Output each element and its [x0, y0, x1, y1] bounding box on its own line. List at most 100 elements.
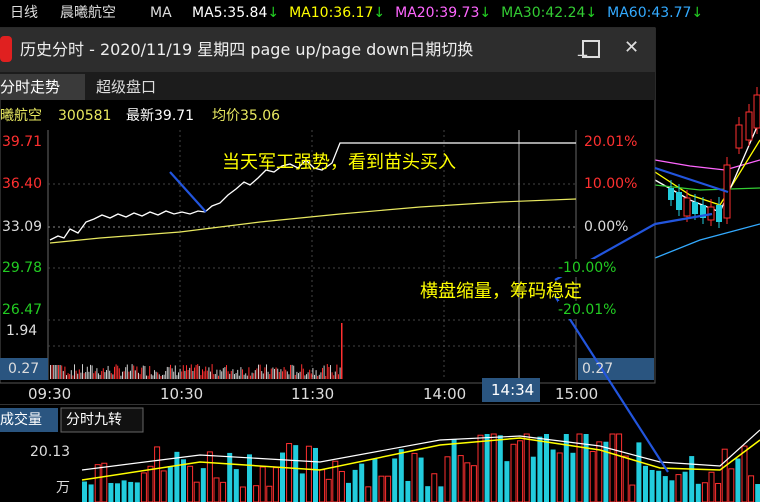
volume-tick [230, 370, 232, 379]
grid [48, 130, 576, 380]
volume-bar [174, 451, 180, 502]
volume-bar [359, 463, 365, 502]
volume-bar [121, 480, 127, 502]
volume-bar [372, 458, 378, 502]
candle [735, 124, 743, 149]
volume-tick [286, 371, 288, 379]
volume-tick [78, 369, 80, 379]
volume-bar [154, 446, 161, 502]
volume-tick [104, 372, 106, 379]
volume-bar [589, 450, 596, 502]
volume-tick [306, 374, 307, 379]
volume-tick [290, 364, 291, 379]
candle [676, 192, 682, 210]
volume-tick [155, 371, 157, 379]
tab[interactable]: 分时走势 [0, 78, 61, 96]
volume-bar [609, 433, 616, 502]
volume-bar [313, 447, 318, 502]
volume-bar [82, 481, 87, 502]
volume-tick [254, 370, 256, 379]
volume-tick [282, 371, 283, 379]
volume-tick [237, 369, 239, 379]
volume-tick [174, 365, 176, 379]
ma-trend: ↓ [691, 5, 704, 21]
volume-tick [181, 371, 183, 379]
volume-tick [333, 375, 335, 379]
volume-bar [675, 474, 682, 502]
volume-tick [101, 371, 103, 379]
volume-bar [220, 481, 227, 502]
info-code: 300581 [58, 108, 112, 124]
volume-tick [227, 371, 229, 379]
volume-tick [197, 364, 199, 379]
period[interactable]: 日线 [10, 5, 38, 21]
volume-tick [110, 373, 112, 379]
volume-tick [283, 367, 285, 379]
volume-bar [392, 458, 398, 502]
volume-tick [114, 366, 115, 379]
volume-tick [86, 366, 88, 379]
candle [683, 197, 691, 217]
volume-bar [239, 486, 246, 502]
price-label: 36.40 [2, 176, 43, 192]
volume-bar [457, 455, 464, 502]
volume-bar [510, 443, 517, 502]
tab[interactable]: 分时九转 [66, 412, 122, 428]
volume-tick [235, 372, 237, 379]
volume-bar [187, 465, 194, 502]
maximize[interactable] [582, 40, 600, 58]
volume-tick [304, 375, 306, 379]
volume-tick [296, 371, 298, 379]
volume-tick [99, 374, 101, 379]
volume-tick [301, 364, 303, 379]
volume-tick [269, 374, 271, 379]
info-latest: 最新39.71 [126, 108, 195, 124]
volume-bar [325, 478, 332, 502]
volume-tick [94, 371, 96, 379]
volume-tick [59, 365, 61, 379]
volume-tick [318, 374, 320, 379]
volume-bar [101, 462, 108, 502]
volume-tick [259, 364, 261, 379]
tab[interactable]: 超级盘口 [96, 78, 157, 96]
volume-tick [331, 372, 333, 379]
volume-tick [128, 371, 130, 379]
volume-tick [338, 374, 339, 379]
ma-trend: ↓ [267, 5, 280, 21]
volume-bar [233, 469, 239, 502]
volume-bar [206, 451, 213, 502]
volume-tick [291, 364, 293, 379]
volume-tick [150, 374, 152, 379]
volume-bar [293, 445, 299, 502]
close[interactable]: ✕ [624, 37, 640, 58]
volume-tick [278, 371, 280, 379]
volume-tick [205, 366, 207, 379]
ma-line [81, 429, 760, 471]
tab[interactable]: 成交量 [0, 412, 42, 428]
volume-bar [385, 475, 392, 502]
volume-tick [221, 371, 223, 379]
volume-tick [69, 374, 71, 379]
volume-tick [238, 375, 240, 379]
volume-tick [131, 364, 133, 379]
volume-bar [88, 484, 94, 502]
volume-bar [643, 465, 648, 502]
volume-tick [219, 369, 221, 379]
volume-tick [91, 365, 93, 379]
volume-bar [405, 480, 411, 502]
volume-tick [234, 374, 235, 379]
volume-label: 0.27 [8, 361, 40, 377]
volume-tick [341, 323, 343, 379]
cursor-time: 14:34 [491, 381, 535, 399]
volume-bar [140, 472, 147, 502]
volume-tick [288, 374, 290, 379]
price-label: 26.47 [2, 302, 43, 318]
volume-bar [576, 433, 583, 502]
volume-tick [112, 374, 114, 379]
candle [692, 202, 698, 214]
ma-value: MA10:36.17 [289, 5, 374, 21]
volume-tick [280, 369, 282, 379]
ma-line [654, 139, 760, 206]
price-line [49, 142, 576, 241]
volume-bar [517, 440, 524, 502]
